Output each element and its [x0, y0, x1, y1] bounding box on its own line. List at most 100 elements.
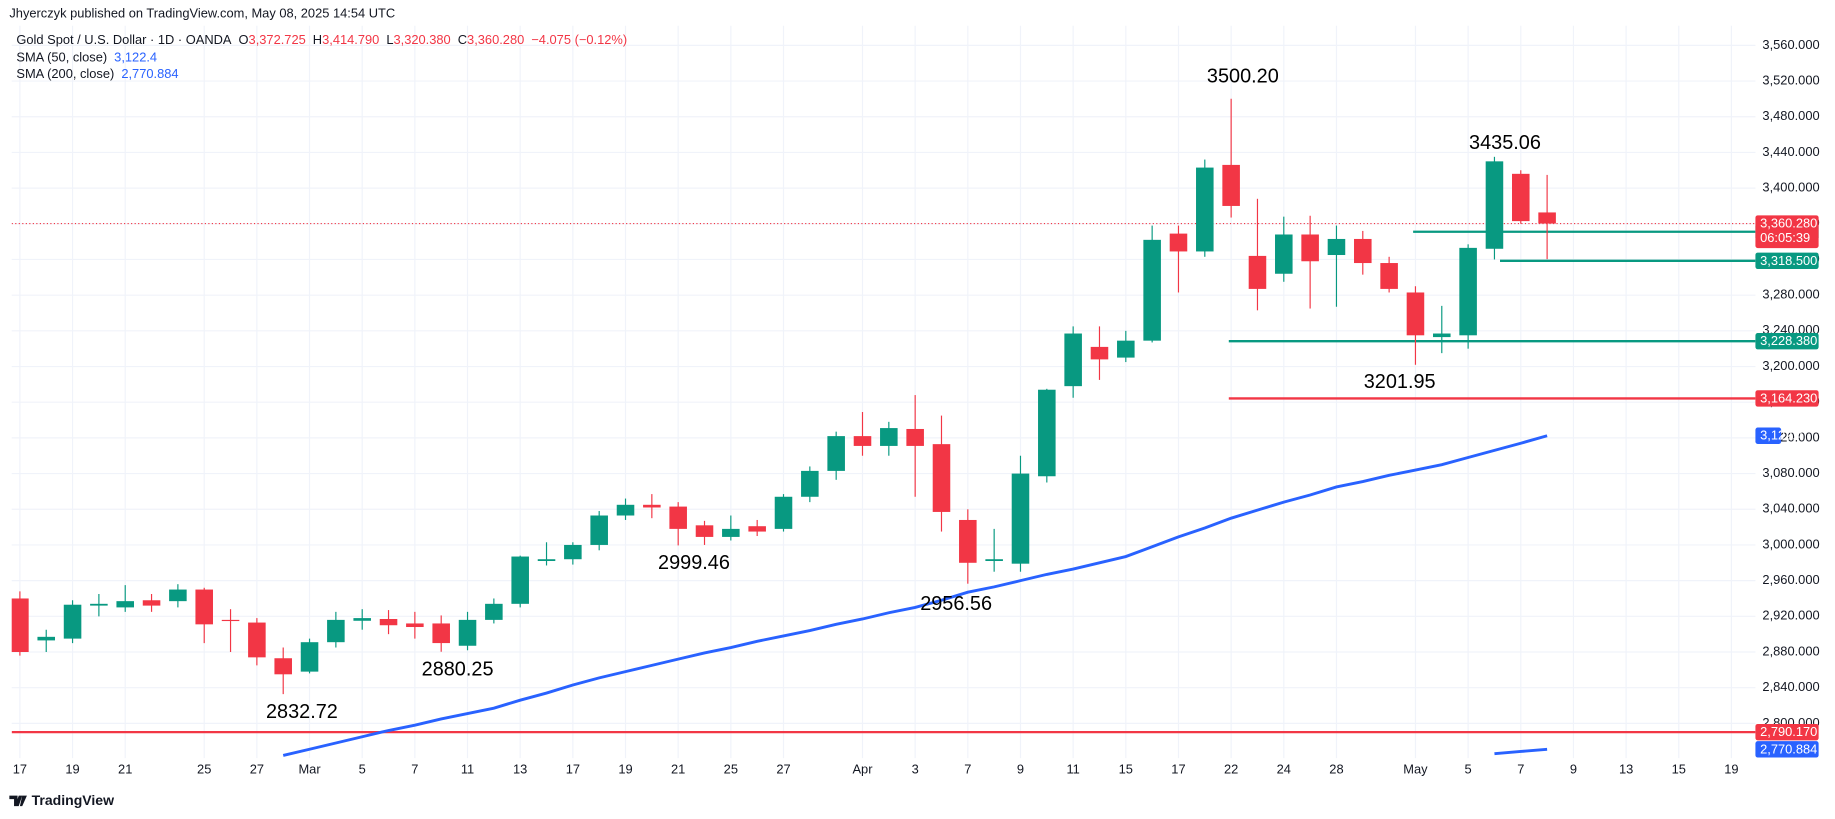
published-note: Jhyerczyk published on TradingView.com, … — [9, 5, 395, 20]
candle-body — [985, 559, 1003, 562]
x-tick-label: 27 — [776, 761, 790, 776]
candle-body — [1354, 238, 1372, 264]
candle-body — [248, 622, 266, 658]
candle-body — [1117, 340, 1135, 358]
candle-body — [695, 525, 714, 537]
candle-body — [327, 619, 345, 643]
x-tick-label: 7 — [964, 761, 971, 776]
candle-body — [1327, 238, 1346, 256]
candle-body — [142, 600, 161, 606]
price-badge-label: 2,790.170 — [1760, 724, 1817, 739]
y-tick-label: 2,880.000 — [1762, 643, 1819, 658]
candle-body — [1064, 333, 1082, 387]
x-tick-label: May — [1403, 761, 1428, 776]
plot-area — [11, 98, 1756, 757]
candle-body — [1433, 333, 1451, 338]
y-tick-label: 3,040.000 — [1762, 501, 1819, 516]
candle-body — [485, 603, 503, 620]
price-annotation: 2832.72 — [266, 701, 338, 723]
legend-change: −4.075 (−0.12%) — [531, 32, 627, 47]
y-tick-label: 3,520.000 — [1762, 72, 1819, 87]
candle-body — [906, 428, 924, 446]
candle-body — [1196, 167, 1214, 252]
last-price-badge — [1755, 215, 1819, 249]
candle-body — [511, 556, 529, 604]
x-tick-label: 22 — [1224, 761, 1238, 776]
candle-body — [774, 496, 793, 529]
legend-series-value: 3,122.4 — [114, 50, 157, 65]
x-tick-label: 13 — [1619, 761, 1633, 776]
price-badge-label: 3,122.4 — [1760, 428, 1803, 443]
y-tick-label: 3,440.000 — [1762, 144, 1819, 159]
candle-body — [1169, 233, 1188, 252]
candle-body — [590, 515, 608, 545]
price-annotation: 3435.06 — [1469, 132, 1541, 154]
candle-body — [63, 604, 82, 639]
y-tick-label: 3,560.000 — [1762, 37, 1819, 52]
x-tick-label: 19 — [1724, 761, 1738, 776]
candle-body — [1380, 263, 1398, 289]
price-badge-label: 3,318.500 — [1760, 253, 1817, 268]
candle-body — [669, 506, 687, 529]
candle-body — [616, 504, 635, 516]
y-tick-label: 3,400.000 — [1762, 180, 1819, 195]
candle-body — [827, 436, 845, 471]
candle-body — [1301, 234, 1319, 262]
x-tick-label: 3 — [912, 761, 919, 776]
price-badge-label: 2,770.884 — [1760, 741, 1817, 756]
candle-body — [432, 623, 450, 644]
legend-ohlc-value: 3,320.380 — [394, 32, 451, 47]
candle-body — [1459, 247, 1477, 336]
price-annotation: 2956.56 — [920, 593, 992, 615]
legend-ohlc-key: H — [313, 32, 322, 47]
candle-body — [1275, 234, 1293, 274]
legend-ohlc-value: 3,372.725 — [249, 32, 306, 47]
candle-body — [722, 528, 740, 537]
candle-body — [1485, 161, 1504, 249]
candle-body — [90, 603, 108, 606]
candle-body — [406, 623, 424, 628]
candle-body — [300, 642, 319, 672]
x-tick-label: 15 — [1119, 761, 1133, 776]
logo-icon — [9, 795, 27, 807]
y-tick-label: 2,840.000 — [1762, 679, 1819, 694]
candle-body — [116, 601, 134, 608]
legend-row: Gold Spot / U.S. Dollar · 1D · OANDA O3,3… — [16, 32, 627, 47]
y-tick-label: 2,960.000 — [1762, 572, 1819, 587]
brand-name: TradingView — [32, 792, 114, 808]
price-annotation: 2880.25 — [422, 659, 494, 681]
candle-body — [880, 428, 898, 446]
candle-body — [1406, 292, 1425, 336]
legend-ohlc-key: O — [239, 32, 249, 47]
candle-body — [853, 436, 872, 446]
countdown-label: 06:05:39 — [1760, 230, 1810, 245]
x-tick-label: 15 — [1672, 761, 1686, 776]
candle-body — [11, 598, 29, 652]
x-tick-label: 21 — [118, 761, 132, 776]
x-tick-label: 17 — [13, 761, 27, 776]
x-tick-label: 5 — [1465, 761, 1472, 776]
candle-body — [801, 470, 819, 497]
price-badge — [1755, 333, 1819, 350]
x-tick-label: 27 — [250, 761, 264, 776]
x-tick-label: 11 — [461, 761, 474, 776]
x-tick-label: 11 — [1066, 761, 1079, 776]
legend-ohlc-key: L — [386, 32, 393, 47]
candle-body — [564, 544, 582, 560]
candle-body — [458, 619, 477, 646]
x-tick-label: 9 — [1570, 761, 1577, 776]
candle-body — [1011, 473, 1030, 564]
candle-body — [1090, 346, 1109, 360]
price-badge — [1755, 723, 1819, 741]
candle-body — [169, 589, 187, 602]
legend-ohlc-key: C — [458, 32, 467, 47]
x-tick-label: 19 — [618, 761, 632, 776]
x-tick-label: 9 — [1017, 761, 1024, 776]
x-tick-label: Apr — [852, 761, 873, 776]
sma-line — [282, 434, 1548, 757]
candle-body — [1038, 389, 1056, 477]
candle-body — [1222, 164, 1240, 206]
candle-body — [274, 658, 292, 675]
candle-body — [748, 526, 766, 532]
